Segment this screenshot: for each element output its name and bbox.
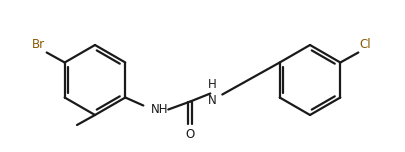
Text: H: H [208, 78, 217, 90]
Text: NH: NH [151, 103, 169, 116]
Text: Br: Br [32, 38, 45, 52]
Text: O: O [185, 128, 195, 142]
Text: N: N [208, 95, 217, 107]
Text: Cl: Cl [359, 38, 371, 52]
